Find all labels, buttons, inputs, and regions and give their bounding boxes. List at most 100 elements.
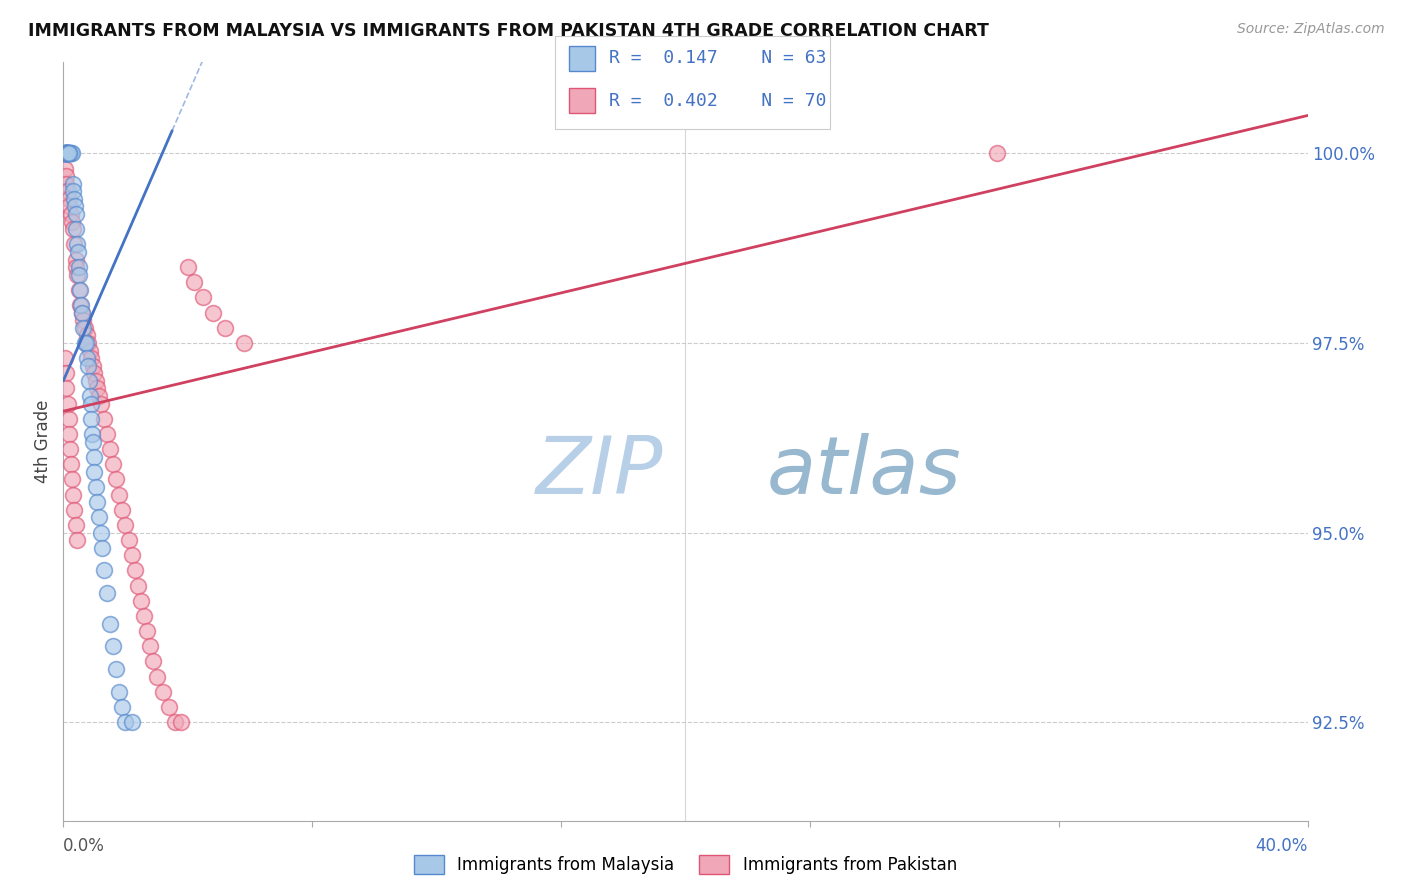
Point [83, 450, 105, 464]
Point [58, 146, 80, 161]
Point [201, 306, 224, 320]
Point [139, 640, 162, 654]
Text: Source: ZipAtlas.com: Source: ZipAtlas.com [1237, 22, 1385, 37]
Point [58, 427, 80, 442]
Point [58, 146, 80, 161]
Point [58, 412, 80, 426]
Point [105, 473, 128, 487]
Point [60, 473, 83, 487]
Point [214, 321, 236, 335]
Point [60, 215, 83, 229]
Point [129, 594, 152, 608]
Point [111, 503, 134, 517]
Point [58, 146, 80, 161]
Point [73, 336, 96, 351]
Point [55, 146, 77, 161]
Point [58, 146, 80, 161]
Point [117, 533, 139, 548]
Point [93, 564, 115, 578]
Point [72, 313, 94, 327]
Point [55, 367, 77, 381]
Point [62, 222, 84, 236]
Point [91, 541, 114, 555]
Point [58, 200, 80, 214]
Point [55, 146, 77, 161]
Text: IMMIGRANTS FROM MALAYSIA VS IMMIGRANTS FROM PAKISTAN 4TH GRADE CORRELATION CHART: IMMIGRANTS FROM MALAYSIA VS IMMIGRANTS F… [28, 22, 988, 40]
Point [136, 624, 159, 639]
Point [87, 389, 110, 403]
Point [77, 336, 100, 351]
Point [70, 306, 93, 320]
Point [76, 351, 98, 366]
Point [55, 382, 77, 396]
Point [53, 351, 76, 366]
Point [60, 146, 83, 161]
Point [87, 510, 110, 524]
Text: ZIP: ZIP [536, 433, 664, 511]
Point [56, 146, 79, 161]
Point [67, 245, 90, 260]
Point [69, 298, 91, 312]
Point [101, 458, 124, 472]
Point [98, 442, 121, 457]
Point [73, 321, 96, 335]
Text: 40.0%: 40.0% [1256, 838, 1308, 855]
Point [83, 465, 105, 479]
Point [111, 700, 134, 714]
Point [84, 374, 107, 388]
Point [96, 586, 118, 600]
Point [55, 146, 77, 161]
Point [90, 525, 112, 540]
Point [58, 192, 80, 206]
Point [79, 343, 101, 358]
Point [183, 276, 205, 290]
Point [55, 146, 77, 161]
Point [75, 336, 97, 351]
Point [53, 146, 76, 161]
Point [53, 146, 76, 161]
Point [67, 283, 90, 297]
Point [77, 359, 100, 373]
Legend: Immigrants from Malaysia, Immigrants from Pakistan: Immigrants from Malaysia, Immigrants fro… [408, 848, 963, 880]
Text: R =  0.402    N = 70: R = 0.402 N = 70 [609, 92, 827, 110]
Point [98, 616, 121, 631]
Point [55, 146, 77, 161]
Point [56, 146, 79, 161]
Point [66, 268, 89, 282]
Point [121, 715, 143, 730]
Point [56, 397, 79, 411]
Point [56, 146, 79, 161]
Point [80, 351, 103, 366]
Point [55, 169, 77, 184]
Text: atlas: atlas [766, 433, 962, 511]
Point [63, 503, 86, 517]
Point [101, 640, 124, 654]
Point [59, 146, 82, 161]
Point [65, 222, 87, 236]
Point [108, 685, 131, 699]
Point [84, 480, 107, 494]
Point [65, 207, 87, 221]
Point [177, 260, 200, 275]
Point [62, 177, 84, 191]
Point [93, 412, 115, 426]
Point [69, 283, 91, 297]
Point [127, 579, 149, 593]
Point [83, 367, 105, 381]
Point [65, 518, 87, 533]
Point [62, 185, 84, 199]
Point [96, 427, 118, 442]
Point [145, 670, 167, 684]
Point [124, 564, 146, 578]
Point [56, 146, 79, 161]
Point [165, 715, 187, 730]
Text: R =  0.147    N = 63: R = 0.147 N = 63 [609, 49, 827, 67]
Point [986, 146, 1008, 161]
Point [170, 715, 193, 730]
Point [60, 458, 83, 472]
Point [56, 185, 79, 199]
Point [114, 518, 136, 533]
Point [90, 397, 112, 411]
Point [77, 374, 100, 388]
Point [63, 192, 86, 206]
